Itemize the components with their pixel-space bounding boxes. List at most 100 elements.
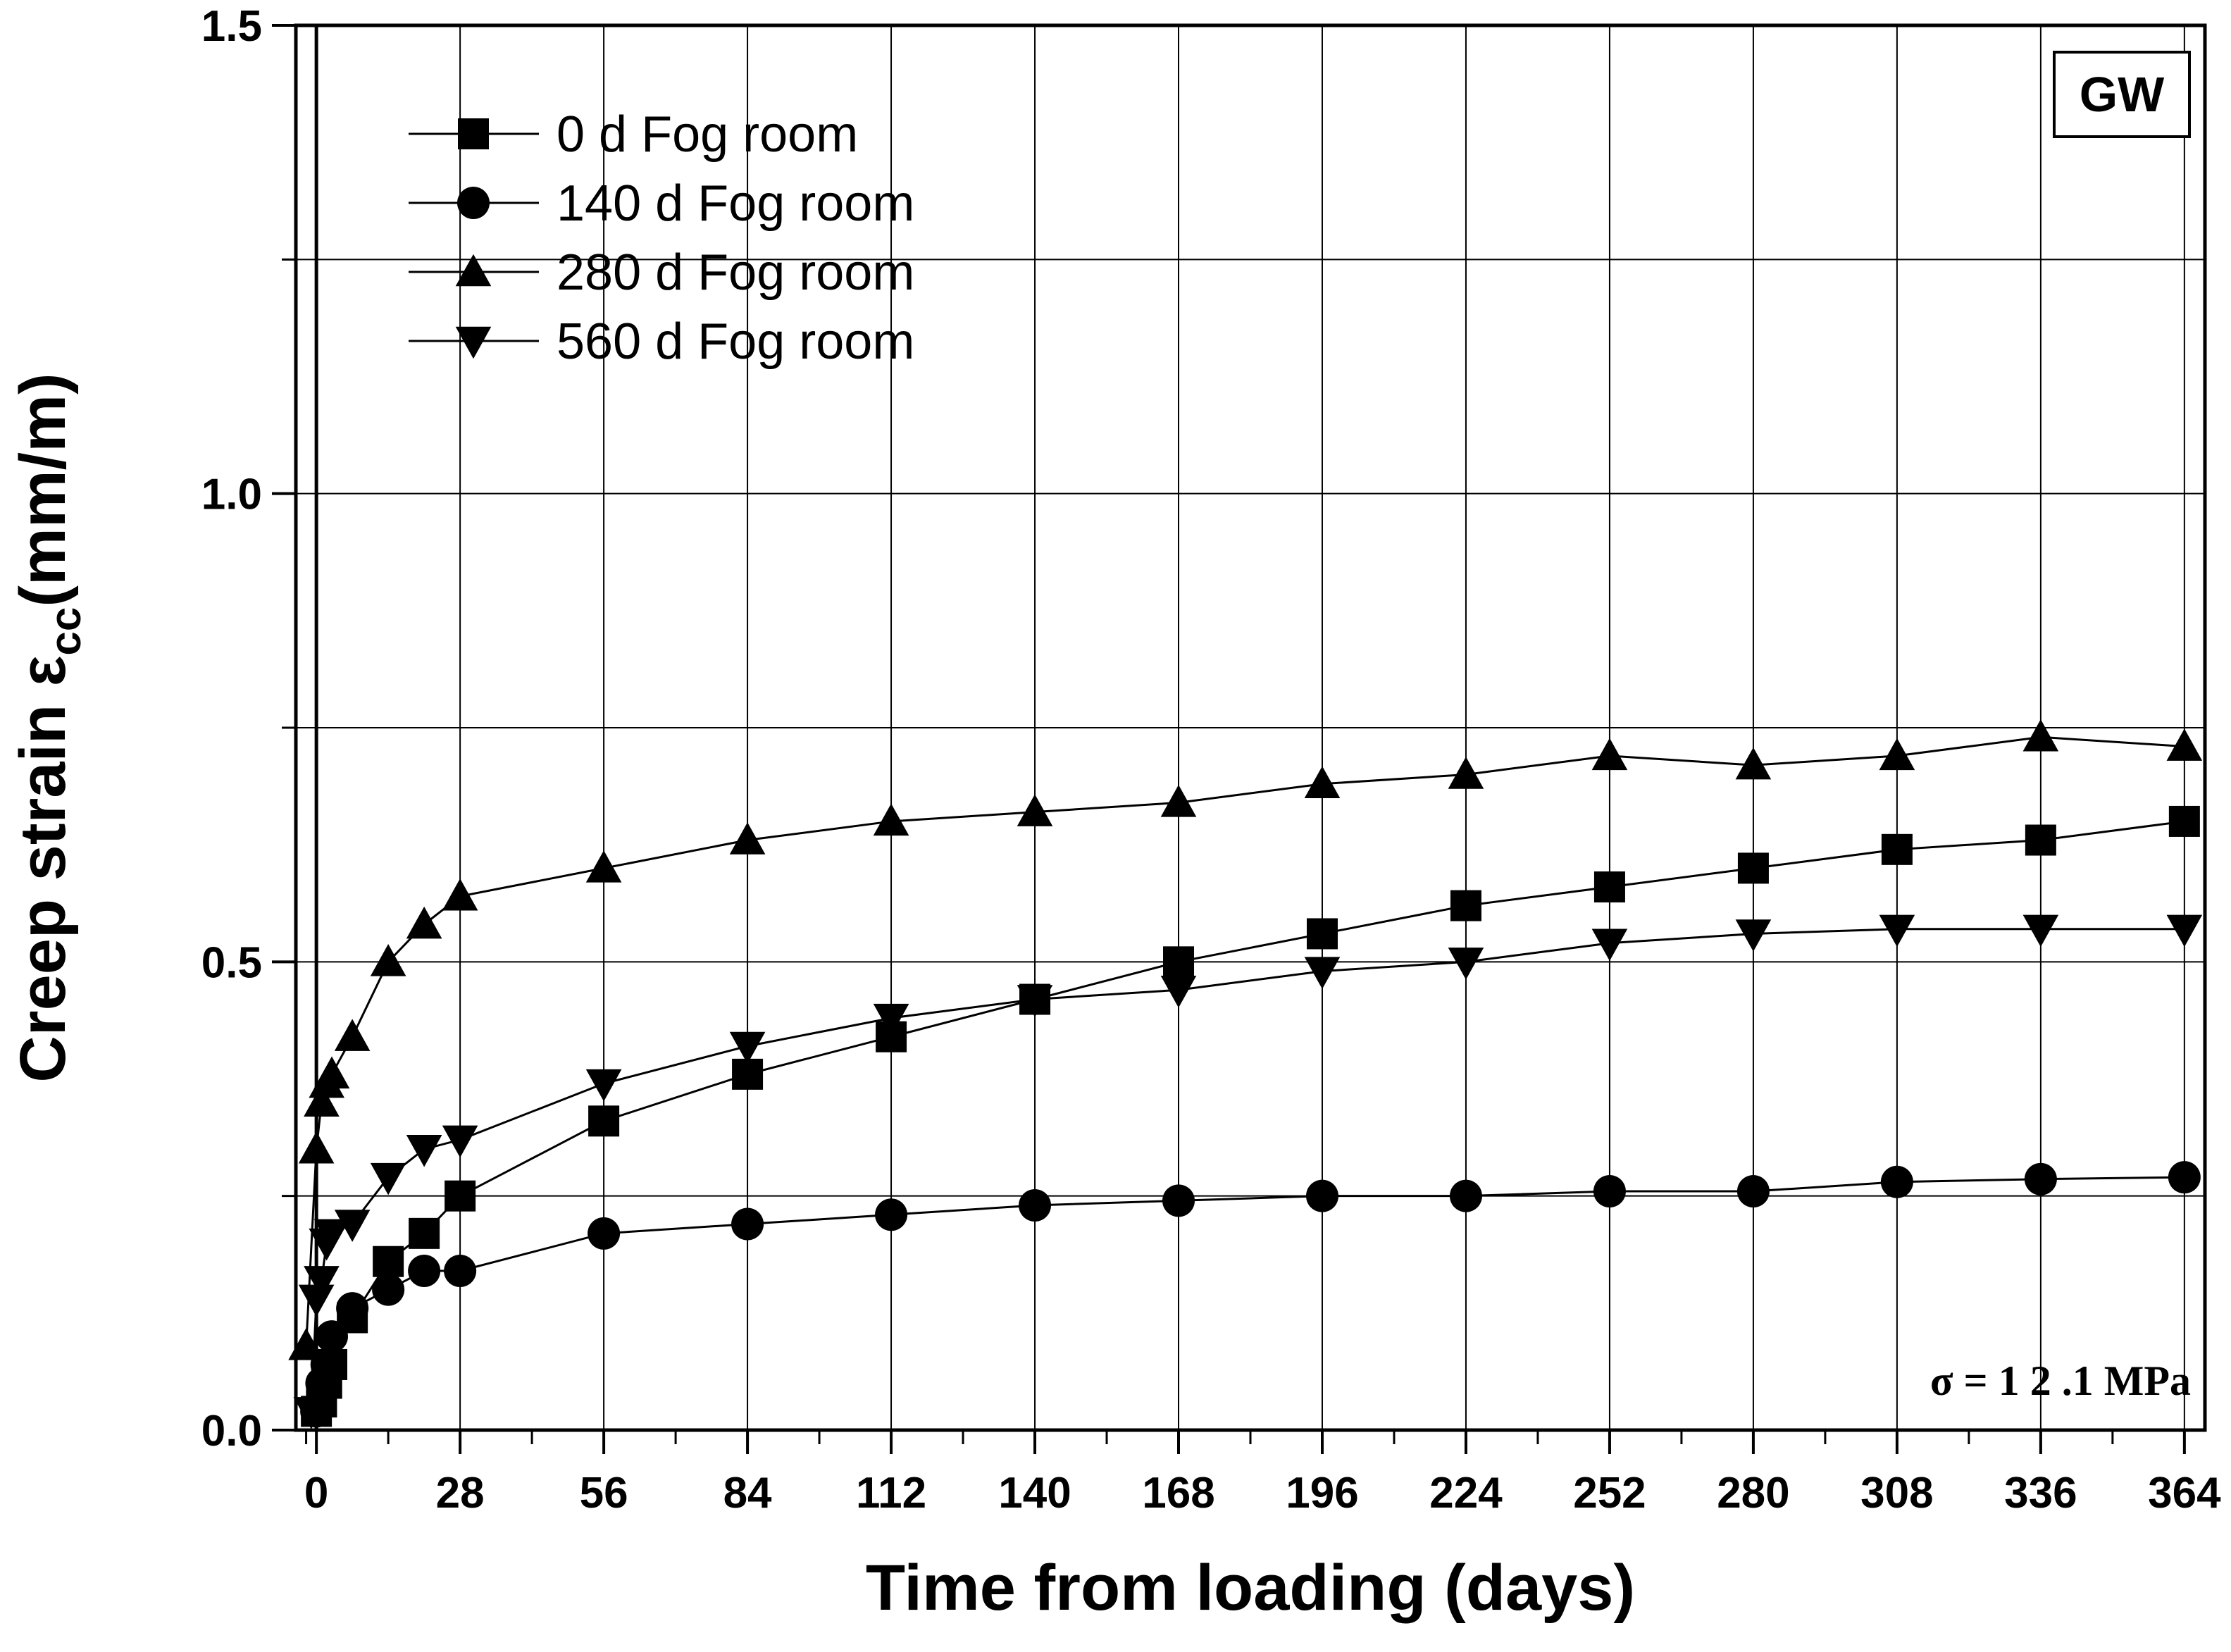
tick-labels: 0 28 56 84 112 140 168 196 224 252 280 308 336 364 0.0… xyxy=(201,2,2221,1517)
data-point-s0-6 xyxy=(409,1217,440,1249)
data-point-s2-9 xyxy=(585,850,622,883)
data-point-s1-16 xyxy=(1736,1175,1770,1208)
data-point-s2-16 xyxy=(1591,738,1628,771)
y-axis-title-subscript: cc xyxy=(42,607,90,656)
data-point-s1-13 xyxy=(1305,1179,1338,1212)
data-point-s2-4 xyxy=(313,1056,350,1089)
data-point-s2-14 xyxy=(1304,766,1341,798)
data-point-s2-18 xyxy=(1879,738,1915,771)
x-tick-label-364: 364 xyxy=(2148,1469,2221,1517)
legend-marker-0 xyxy=(458,118,489,149)
data-point-s1-10 xyxy=(875,1198,908,1231)
x-tick-label-56: 56 xyxy=(580,1469,628,1517)
data-point-s3-6 xyxy=(370,1162,406,1195)
y-axis-title: Creep strain εcc(mm/m) xyxy=(7,373,90,1082)
stress-annotation: σ = 1 2 .1 MPa xyxy=(1930,1358,2191,1404)
data-point-s3-18 xyxy=(1879,914,1915,948)
x-tick-label-28: 28 xyxy=(436,1469,485,1517)
x-tick-label-196: 196 xyxy=(1286,1469,1358,1517)
data-point-s2-15 xyxy=(1448,757,1484,789)
specimen-badge-box xyxy=(2053,51,2191,138)
data-point-s2-7 xyxy=(406,906,442,939)
series-3 xyxy=(293,914,2203,1429)
data-point-s3-20 xyxy=(2166,914,2203,948)
data-point-s1-17 xyxy=(1880,1165,1913,1198)
data-point-s1-18 xyxy=(2024,1162,2057,1195)
grid-lines xyxy=(296,25,2205,1431)
data-point-s3-10 xyxy=(729,1031,766,1064)
x-tick-label-336: 336 xyxy=(2004,1469,2077,1517)
data-point-s2-17 xyxy=(1735,747,1772,780)
data-point-s1-12 xyxy=(1162,1184,1195,1217)
legend-marker-1 xyxy=(457,187,490,219)
axis-ticks xyxy=(272,24,2186,1454)
data-point-s2-11 xyxy=(873,803,909,836)
data-point-s3-9 xyxy=(585,1069,622,1102)
data-point-s1-14 xyxy=(1449,1179,1482,1212)
data-point-s3-15 xyxy=(1448,948,1484,980)
legend-label-3: 560 d Fog room xyxy=(557,313,914,370)
data-point-s3-2 xyxy=(304,1266,340,1298)
specimen-badge: GW xyxy=(2053,51,2191,138)
x-tick-label-112: 112 xyxy=(856,1469,926,1517)
series-0 xyxy=(301,805,2200,1427)
y-axis-title-main: Creep strain ε xyxy=(7,656,79,1083)
series-1 xyxy=(300,1161,2201,1428)
data-point-s1-3 xyxy=(315,1320,348,1353)
data-point-s3-5 xyxy=(334,1210,371,1242)
legend-entry-2: 280 d Fog room xyxy=(409,244,914,301)
data-point-s0-12 xyxy=(1163,946,1195,978)
data-point-s0-15 xyxy=(1593,871,1625,902)
specimen-badge-label: GW xyxy=(2080,67,2165,122)
data-point-s3-16 xyxy=(1591,929,1628,962)
x-tick-label-308: 308 xyxy=(1860,1469,1933,1517)
data-point-s3-19 xyxy=(2022,914,2059,948)
y-tick-label-0: 0.0 xyxy=(201,1407,262,1455)
x-tick-label-84: 84 xyxy=(723,1469,772,1517)
data-point-s1-5 xyxy=(372,1273,405,1306)
x-tick-label-224: 224 xyxy=(1429,1469,1503,1517)
data-point-s3-0 xyxy=(293,1397,330,1429)
data-point-s2-8 xyxy=(442,878,478,911)
legend-entry-0: 0 d Fog room xyxy=(409,106,858,163)
data-point-s1-15 xyxy=(1593,1175,1626,1208)
x-axis-title: Time from loading (days) xyxy=(866,1552,1635,1624)
y-tick-label-2: 1.0 xyxy=(201,471,262,519)
x-tick-label-252: 252 xyxy=(1573,1469,1646,1517)
data-point-s0-8 xyxy=(588,1105,620,1137)
data-point-s1-6 xyxy=(408,1255,441,1288)
data-point-s3-12 xyxy=(1017,985,1053,1017)
x-tick-label-168: 168 xyxy=(1142,1469,1214,1517)
data-point-s0-14 xyxy=(1450,890,1481,921)
data-point-s2-10 xyxy=(729,822,766,855)
data-point-s3-14 xyxy=(1304,957,1341,989)
data-point-s3-7 xyxy=(406,1134,442,1167)
x-tick-label-140: 140 xyxy=(998,1469,1071,1517)
legend: 0 d Fog room 140 d Fog room 280 d Fog room… xyxy=(409,106,914,370)
y-tick-label-1: 0.5 xyxy=(201,938,262,987)
data-point-s0-13 xyxy=(1306,918,1338,950)
data-point-s2-13 xyxy=(1160,785,1197,817)
plot-frame xyxy=(294,23,2207,1432)
y-tick-label-3: 1.5 xyxy=(201,2,262,51)
data-point-s3-1 xyxy=(298,1284,335,1317)
data-point-s2-2 xyxy=(304,1084,340,1117)
series-2 xyxy=(288,719,2203,1360)
data-point-s1-4 xyxy=(336,1292,369,1325)
legend-entry-1: 140 d Fog room xyxy=(409,175,914,232)
data-point-s1-8 xyxy=(588,1217,621,1250)
legend-entry-3: 560 d Fog room xyxy=(409,313,914,370)
data-point-s2-6 xyxy=(370,944,406,976)
data-point-s3-8 xyxy=(442,1125,478,1158)
data-point-s2-5 xyxy=(334,1019,371,1051)
data-point-s0-5 xyxy=(373,1246,404,1277)
data-point-s2-19 xyxy=(2022,719,2059,752)
data-point-s1-11 xyxy=(1019,1188,1052,1222)
series-line-2 xyxy=(305,735,2185,1346)
legend-marker-2 xyxy=(455,254,492,287)
data-point-s0-16 xyxy=(1737,852,1769,884)
data-point-s1-9 xyxy=(731,1207,764,1241)
data-point-s2-1 xyxy=(298,1131,335,1164)
legend-marker-3 xyxy=(455,326,492,359)
